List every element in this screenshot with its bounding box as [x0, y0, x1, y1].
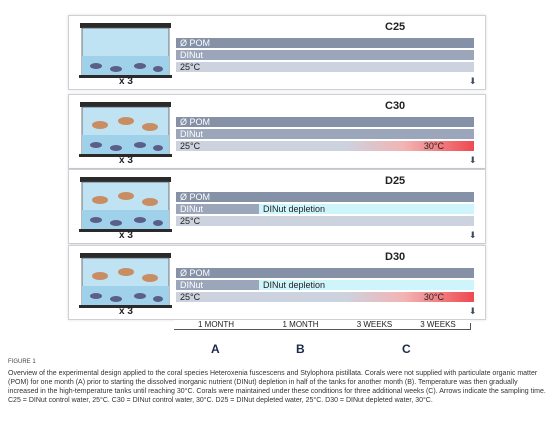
figure-label: FIGURE 1: [8, 359, 36, 365]
timeline: 1 MONTH 1 MONTH 3 WEEKS 3 WEEKS: [174, 320, 471, 335]
timeline-axis: [174, 329, 471, 330]
timeline-label: 1 MONTH: [258, 320, 343, 329]
replicates-label: x 3: [119, 230, 133, 241]
replicates-label: x 3: [119, 155, 133, 166]
heating-segment: 30°C: [346, 292, 474, 302]
temperature-bar: 25°C 30°C: [176, 292, 474, 302]
dinut-label: DINut: [180, 129, 204, 139]
aquarium-tank-icon: [79, 177, 172, 232]
pom-bar: Ø POM: [176, 38, 474, 48]
dinut-label: DINut: [180, 50, 204, 60]
condition-panel-d25: x 3 D25 Ø POM DINut DINut depletion 25°C…: [68, 169, 486, 244]
dinut-bar: DINut: [176, 129, 474, 139]
dinut-label: DINut: [180, 204, 204, 214]
replicates-label: x 3: [119, 306, 133, 317]
figure-caption: Overview of the experimental design appl…: [8, 370, 546, 404]
timeline-label: 1 MONTH: [174, 320, 258, 329]
pom-label: Ø POM: [180, 38, 211, 48]
sampling-arrow-icon: ⬇: [469, 306, 477, 316]
dinut-bar: DINut: [176, 50, 474, 60]
temperature-label: 25°C: [180, 62, 201, 72]
heating-segment: 30°C: [346, 141, 474, 151]
dinut-bar: DINut DINut depletion: [176, 280, 474, 290]
dinut-depletion-label: DINut depletion: [263, 280, 326, 290]
aquarium-tank-icon: [79, 102, 172, 157]
temperature-bar: 25°C: [176, 62, 474, 72]
replicates-label: x 3: [119, 76, 133, 87]
temperature-label: 25°C: [180, 292, 201, 302]
timeline-label: 3 WEEKS: [343, 320, 406, 329]
pom-label: Ø POM: [180, 117, 211, 127]
dinut-label: DINut: [180, 280, 204, 290]
pom-label: Ø POM: [180, 192, 211, 202]
condition-title: D30: [385, 251, 406, 263]
condition-title: C25: [385, 21, 406, 33]
heat-temperature-label: 30°C: [423, 292, 444, 302]
temperature-label: 25°C: [180, 141, 201, 151]
temperature-bar: 25°C: [176, 216, 474, 226]
sampling-arrow-icon: ⬇: [469, 230, 477, 240]
pom-bar: Ø POM: [176, 117, 474, 127]
aquarium-tank-icon: [79, 23, 172, 78]
dinut-depletion-segment: DINut depletion: [259, 204, 474, 214]
dinut-depletion-segment: DINut depletion: [259, 280, 474, 290]
dinut-bar: DINut DINut depletion: [176, 204, 474, 214]
dinut-depletion-label: DINut depletion: [263, 204, 326, 214]
pom-bar: Ø POM: [176, 268, 474, 278]
temperature-bar: 25°C 30°C: [176, 141, 474, 151]
condition-title: C30: [385, 100, 406, 112]
sampling-arrow-icon: ⬇: [469, 76, 477, 86]
condition-title: D25: [385, 175, 406, 187]
condition-panel-d30: x 3 D30 Ø POM DINut DINut depletion 25°C…: [68, 245, 486, 320]
heat-temperature-label: 30°C: [423, 141, 444, 151]
timeline-tick: [470, 323, 471, 330]
phase-label-a: A: [211, 342, 220, 356]
pom-label: Ø POM: [180, 268, 211, 278]
phase-label-c: C: [402, 342, 411, 356]
sampling-arrow-icon: ⬇: [469, 155, 477, 165]
condition-panel-c25: x 3 C25 Ø POM DINut 25°C ⬇: [68, 15, 486, 90]
condition-panel-c30: x 3 C30 Ø POM DINut 25°C 30°C ⬇: [68, 94, 486, 169]
timeline-label: 3 WEEKS: [406, 320, 470, 329]
pom-bar: Ø POM: [176, 192, 474, 202]
temperature-label: 25°C: [180, 216, 201, 226]
phase-label-b: B: [296, 342, 305, 356]
aquarium-tank-icon: [79, 253, 172, 308]
